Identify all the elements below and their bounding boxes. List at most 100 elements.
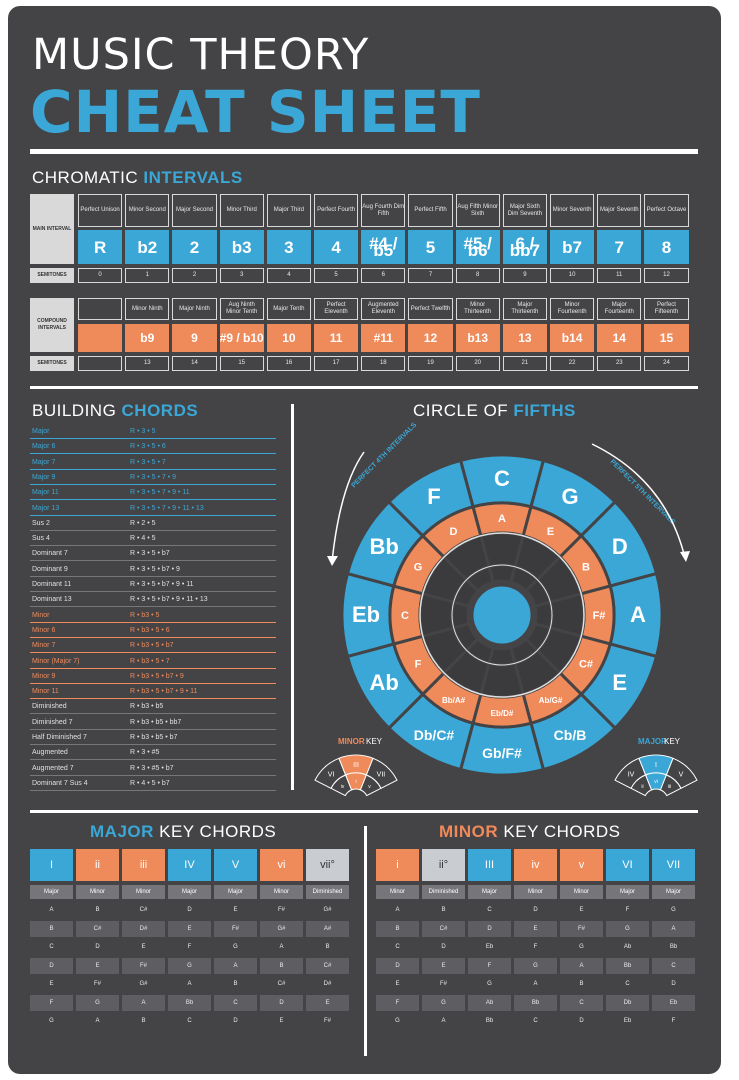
degree-cell: I — [30, 849, 73, 881]
note-cell: G — [487, 981, 492, 988]
minor-key-label: Eb/D# — [491, 709, 514, 718]
note-cell: E — [579, 907, 584, 914]
note-cell: F# — [214, 920, 257, 937]
chord-row: Sus 4 R • 4 • 5 — [30, 531, 276, 547]
chord-formula: R • 3 • 5 • 7 — [130, 458, 166, 466]
note-cell: E — [233, 907, 238, 914]
quality-cell: Minor — [122, 885, 165, 899]
note-cell: D — [441, 944, 446, 951]
compound-semitones: 18 — [361, 356, 406, 371]
chord-name: Minor 6 — [32, 626, 56, 634]
chord-name: Sus 4 — [32, 535, 50, 543]
semitones-label: SEMITONES — [30, 268, 74, 283]
note-cell: B — [141, 1018, 146, 1025]
chord-row: Dominant 9 R • 3 • 5 • b7 • 9 — [30, 562, 276, 577]
chord-row: Major R • 3 • 5 — [30, 424, 276, 439]
compound-symbol: 12 — [408, 324, 453, 352]
note-cell: A — [441, 1018, 446, 1025]
compound-symbol: 10 — [266, 324, 311, 352]
note-cell: D — [187, 907, 192, 914]
minor-key-label: Bb/A# — [442, 696, 466, 705]
note-cell: C# — [422, 920, 465, 937]
intervals-divider — [30, 386, 698, 389]
quality-cell: Major — [652, 885, 695, 899]
chord-row: Sus 2 R • 2 • 5 — [30, 516, 276, 531]
interval-name: Perfect Octave — [644, 194, 689, 227]
note-cell: G# — [139, 981, 148, 988]
compound-symbol: b9 — [125, 324, 170, 352]
compound-name: Perfect Eleventh — [314, 298, 359, 320]
heading-accent: MINOR — [439, 822, 499, 841]
chord-formula: R • 3 • 5 • b7 — [130, 550, 170, 558]
note-cell: C# — [306, 957, 349, 974]
note-cell: F# — [93, 981, 101, 988]
chord-name: Minor 7 — [32, 642, 56, 650]
quality-cell: Minor — [376, 885, 419, 899]
note-cell: D — [260, 994, 303, 1011]
quality-cell: Minor — [260, 885, 303, 899]
fan-label: VI — [328, 772, 335, 779]
note-cell: F — [468, 957, 511, 974]
chord-formula: R • 3 • #5 — [130, 749, 160, 757]
note-cell: B — [325, 944, 330, 951]
major-key-fan-label: MAJOR — [638, 737, 667, 746]
note-cell: G# — [323, 907, 332, 914]
compound-intervals-label: COMPOUND INTERVALS — [30, 298, 74, 352]
note-cell: E — [422, 957, 465, 974]
note-cell: F — [376, 994, 419, 1011]
chord-formula: R • 3 • 5 • 7 • 9 • 11 • 13 — [130, 504, 204, 512]
degree-cell: iii — [122, 849, 165, 881]
chord-row: Diminished R • b3 • b5 — [30, 699, 276, 715]
note-cell: B — [579, 981, 584, 988]
chord-name: Dominant 7 Sus 4 — [32, 779, 88, 787]
minor-key-label: Ab/G# — [539, 696, 563, 705]
degree-cell: vii° — [306, 849, 349, 881]
note-cell: E — [168, 920, 211, 937]
chord-name: Minor — [32, 611, 50, 619]
vertical-divider — [291, 404, 294, 790]
chord-name: Augmented 7 — [32, 764, 74, 772]
note-cell: D# — [323, 981, 332, 988]
note-cell: F — [625, 907, 630, 914]
note-cell: D — [233, 1018, 238, 1025]
blank-cell — [78, 298, 123, 320]
chord-formula: R • 3 • #5 • b7 — [130, 764, 174, 772]
degree-cell: V — [214, 849, 257, 881]
note-cell: F# — [560, 920, 603, 937]
minor-key-label: E — [547, 526, 554, 538]
quality-cell: Minor — [560, 885, 603, 899]
quality-cell: Diminished — [422, 885, 465, 899]
title-divider — [30, 149, 698, 154]
compound-symbol: 9 — [172, 324, 217, 352]
compound-semitones: 23 — [597, 356, 642, 371]
degree-cell: VII — [652, 849, 695, 881]
note-cell: F# — [277, 907, 285, 914]
bottom-divider — [30, 810, 698, 813]
note-cell: F — [187, 944, 192, 951]
chord-row: Major 7 R • 3 • 5 • 7 — [30, 455, 276, 470]
note-cell: C# — [277, 981, 286, 988]
minor-key-chords-heading: MINOR KEY CHORDS — [439, 822, 621, 842]
heading-part: KEY CHORDS — [498, 822, 621, 841]
note-cell: E — [279, 1018, 284, 1025]
minor-key-fan-label: MINOR — [338, 737, 365, 746]
fan-label: III — [353, 762, 359, 769]
chord-row: Dominant 7 R • 3 • 5 • b7 — [30, 546, 276, 562]
interval-symbol: b3 — [219, 230, 264, 264]
heading-accent: CHORDS — [121, 401, 199, 420]
note-cell: D# — [122, 920, 165, 937]
note-cell: Bb — [485, 1018, 494, 1025]
note-cell: Eb — [623, 1018, 632, 1025]
chord-name: Major 7 — [32, 458, 56, 466]
degree-cell: v — [560, 849, 603, 881]
note-cell: Eb — [652, 994, 695, 1011]
note-cell: G — [422, 994, 465, 1011]
note-cell: Bb — [514, 994, 557, 1011]
chord-name: Diminished — [32, 703, 67, 711]
chord-row: Minor 9 R • b3 • 5 • b7 • 9 — [30, 669, 276, 684]
note-cell: C — [652, 957, 695, 974]
note-cell: G# — [260, 920, 303, 937]
note-cell: A — [533, 981, 538, 988]
note-cell: G — [579, 944, 584, 951]
note-cell: Db — [606, 994, 649, 1011]
